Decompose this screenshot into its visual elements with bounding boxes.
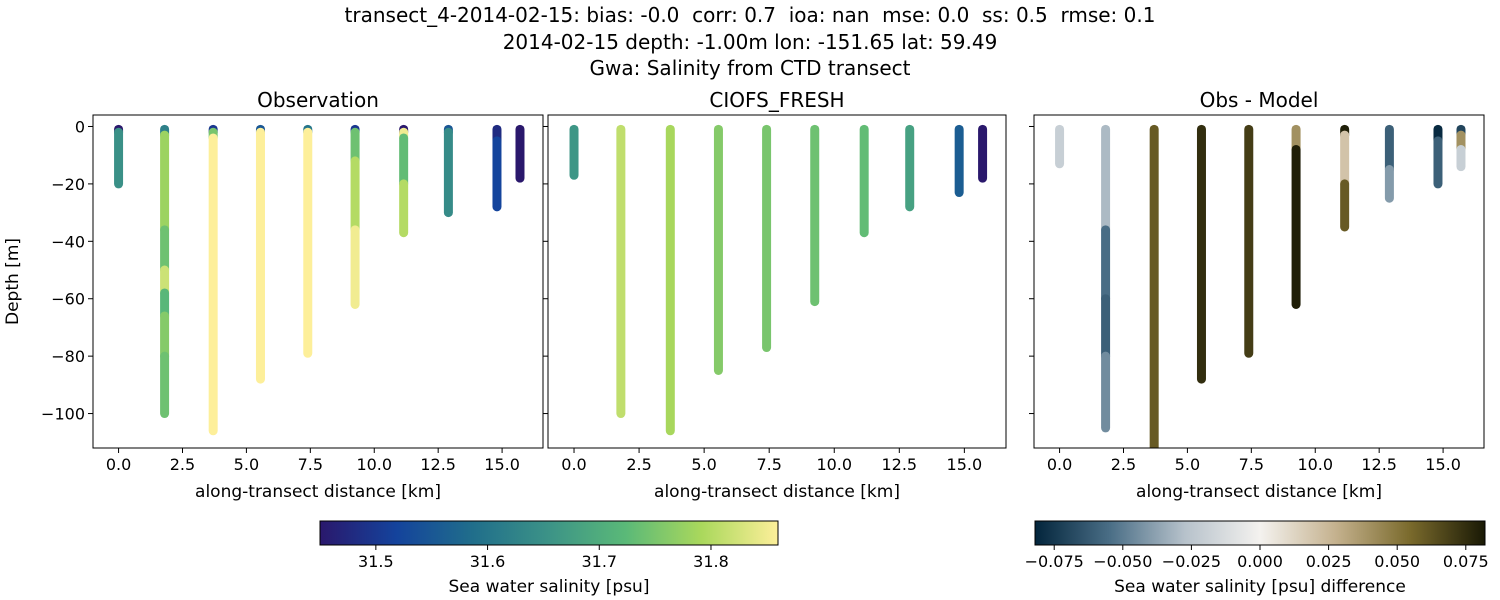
colorbar-label: Sea water salinity [psu] difference bbox=[1114, 577, 1406, 597]
x-tick-label: 10.0 bbox=[1297, 455, 1333, 474]
x-tick-label: 5.0 bbox=[1175, 455, 1200, 474]
profile-marks bbox=[569, 124, 988, 436]
x-axis-label: along-transect distance [km] bbox=[654, 482, 900, 502]
colorbar-tick-label: −0.025 bbox=[1162, 552, 1221, 571]
y-tick-label: −60 bbox=[51, 290, 85, 309]
panel-title: Obs - Model bbox=[1200, 88, 1319, 112]
y-tick-label: −40 bbox=[51, 232, 85, 251]
x-tick-label: 5.0 bbox=[691, 455, 716, 474]
y-tick-label: 0 bbox=[75, 117, 85, 136]
axes-frame bbox=[1033, 114, 1485, 449]
x-tick-label: 15.0 bbox=[1425, 455, 1461, 474]
x-tick-label: 0.0 bbox=[1047, 455, 1072, 474]
x-tick-label: 7.5 bbox=[298, 455, 323, 474]
colorbar-tick-label: 31.8 bbox=[693, 552, 729, 571]
x-tick-label: 12.5 bbox=[420, 455, 456, 474]
y-tick-label: −20 bbox=[51, 175, 85, 194]
x-tick-label: 12.5 bbox=[881, 455, 917, 474]
colorbar-tick-label: −0.050 bbox=[1093, 552, 1152, 571]
y-axis-label: Depth [m] bbox=[3, 238, 23, 325]
x-tick-label: 2.5 bbox=[626, 455, 651, 474]
profile-marks bbox=[1055, 124, 1466, 448]
panel-2: 0.0 2.5 5.0 7.5 10.0 12.5 15.0 CIOFS_FRESHalong… bbox=[543, 88, 1007, 502]
colorbar-tick-label: 31.5 bbox=[358, 552, 394, 571]
panel-title: Observation bbox=[257, 88, 379, 112]
panel-title: CIOFS_FRESH bbox=[709, 88, 844, 112]
x-tick-label: 0.0 bbox=[106, 455, 131, 474]
profile-marks bbox=[114, 124, 525, 436]
colorbar-tick-label: 31.6 bbox=[470, 552, 506, 571]
x-axis-label: along-transect distance [km] bbox=[1136, 482, 1382, 502]
y-tick-label: −100 bbox=[41, 405, 85, 424]
x-tick-label: 7.5 bbox=[756, 455, 781, 474]
colorbar-tick-label: 0.025 bbox=[1306, 552, 1352, 571]
figure-title-line-1: transect_4-2014-02-15: bias: -0.0 corr: … bbox=[344, 3, 1156, 27]
colorbar-label: Sea water salinity [psu] bbox=[449, 577, 650, 597]
x-tick-label: 10.0 bbox=[356, 455, 392, 474]
colorbar-2: −0.075 −0.050 −0.025 0.000 0.025 0.050 0.075 Se… bbox=[1025, 520, 1489, 597]
colorbar-1: 31.5 31.6 31.7 31.8 Sea water salinity [psu] bbox=[319, 520, 779, 597]
colorbar-tick-label: 0.000 bbox=[1237, 552, 1283, 571]
x-tick-label: 15.0 bbox=[947, 455, 983, 474]
x-tick-label: 5.0 bbox=[234, 455, 259, 474]
panel-3: 0.0 2.5 5.0 7.5 10.0 12.5 15.0 Obs - Model along… bbox=[1029, 88, 1485, 502]
x-tick-label: 10.0 bbox=[816, 455, 852, 474]
x-tick-label: 7.5 bbox=[1239, 455, 1264, 474]
colorbar-gradient bbox=[1034, 520, 1486, 546]
x-tick-label: 15.0 bbox=[484, 455, 520, 474]
colorbar-tick-label: 0.075 bbox=[1443, 552, 1489, 571]
x-tick-label: 2.5 bbox=[170, 455, 195, 474]
colorbar-tick-label: 0.050 bbox=[1374, 552, 1420, 571]
x-tick-label: 12.5 bbox=[1361, 455, 1397, 474]
figure-title-line-2: 2014-02-15 depth: -1.00m lon: -151.65 la… bbox=[502, 30, 998, 54]
colorbar-tick-label: −0.075 bbox=[1025, 552, 1084, 571]
colorbar-gradient bbox=[319, 520, 779, 546]
figure-title-line-3: Gwa: Salinity from CTD transect bbox=[589, 56, 911, 80]
axes-frame bbox=[547, 114, 1007, 449]
colorbar-tick-label: 31.7 bbox=[581, 552, 617, 571]
x-tick-label: 0.0 bbox=[561, 455, 586, 474]
x-axis-label: along-transect distance [km] bbox=[195, 482, 441, 502]
panel-1: 0.0 2.5 5.0 7.5 10.0 12.5 15.0 0 −20 −40 −60 −80 −10… bbox=[3, 88, 544, 502]
axes-frame bbox=[92, 114, 544, 449]
x-tick-label: 2.5 bbox=[1111, 455, 1136, 474]
y-tick-label: −80 bbox=[51, 347, 85, 366]
